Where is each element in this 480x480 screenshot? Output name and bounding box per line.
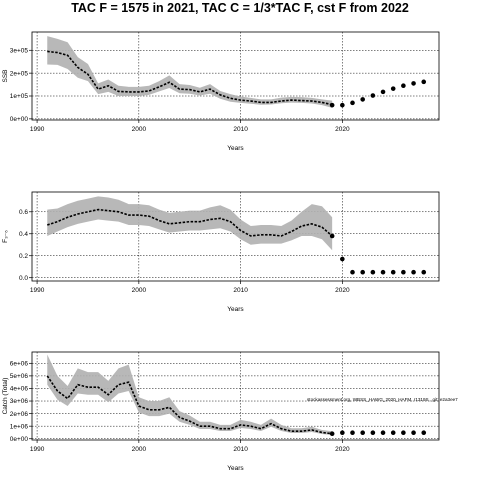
- fbar-y-tick-label: 0.6: [19, 209, 28, 216]
- ssb-x-tick-label: 2000: [132, 126, 147, 133]
- fbar-forecast-point: [421, 269, 427, 275]
- fbar-x-tick-label: 1990: [30, 287, 45, 294]
- catch-forecast-point: [401, 430, 406, 436]
- catch-x-tick-label: 2000: [132, 446, 147, 453]
- fbar-y-tick-label: 0.4: [19, 231, 28, 238]
- ssb-y-axis-label: SSB: [2, 69, 9, 82]
- catch-y-axis-label: Catch (Total): [2, 378, 9, 415]
- fbar-confidence-band: [47, 196, 333, 251]
- catch-y-tick-label: 1e+06: [10, 423, 29, 430]
- fbar-x-tick-label: 2000: [132, 287, 147, 294]
- catch-y-tick-label: 0e+00: [10, 436, 29, 443]
- ssb-forecast-point: [401, 83, 406, 89]
- catch-confidence-band: [47, 354, 333, 435]
- ssb-forecast-point: [350, 100, 355, 106]
- ssb-y-tick-label: 1e+05: [10, 93, 29, 100]
- fbar-estimate-line: [47, 208, 333, 237]
- ssb-confidence-band: [47, 36, 333, 108]
- catch-forecast-point: [340, 430, 345, 436]
- ssb-forecast-point: [411, 81, 416, 86]
- fbar-plot-frame: [31, 191, 440, 282]
- catch-plot-frame: [31, 351, 440, 441]
- fbar-forecast-point: [360, 269, 365, 275]
- catch-forecast-point: [411, 430, 416, 436]
- figure-title: TAC F = 1575 in 2021, TAC C = 1/3*TAC F,…: [71, 1, 409, 15]
- catch-x-tick-label: 1990: [30, 446, 45, 453]
- ssb-forecast-point: [340, 102, 345, 108]
- catch-x-tick-label: 2020: [335, 446, 350, 453]
- catch-x-axis-label: Years: [227, 465, 244, 472]
- ssb-plot-frame: [31, 31, 440, 121]
- ssb-forecast-point: [380, 89, 386, 95]
- catch-forecast-point: [370, 430, 376, 436]
- fbar-y-axis-label: F₃₋₆: [2, 230, 9, 243]
- catch-forecast-point: [390, 430, 396, 436]
- fbar-forecast-point: [329, 233, 335, 239]
- source-note: stockassessment.org, WBSS_HAWG_2020_HAFM…: [307, 397, 458, 402]
- catch-y-tick-label: 2e+06: [10, 411, 29, 418]
- fbar-forecast-point: [380, 269, 386, 275]
- fbar-y-tick-label: 0.0: [19, 275, 28, 282]
- catch-y-tick-label: 4e+06: [10, 386, 29, 393]
- catch-forecast-point: [329, 431, 335, 437]
- fbar-forecast-point: [401, 269, 406, 275]
- ssb-forecast-point: [390, 86, 396, 91]
- ssb-forecast-point: [370, 93, 376, 98]
- catch-forecast-point: [350, 430, 355, 436]
- ssb-x-tick-label: 2010: [233, 126, 248, 133]
- catch-panel: 1990 2000 2010 2020 0e+00 1e+06 2e+06 3e+06 4e+0…: [2, 351, 440, 472]
- ssb-x-axis-label: Years: [227, 145, 244, 152]
- fbar-x-tick-label: 2010: [233, 287, 248, 294]
- ssb-forecast-point: [360, 97, 365, 102]
- ssb-y-tick-label: 2e+05: [10, 70, 29, 77]
- ssb-estimate-line: [47, 50, 333, 106]
- fbar-panel: 1990 2000 2010 2020 0.0 0.2 0.4 0.6 Years F₃₋₆: [2, 191, 440, 313]
- ssb-y-tick-label: 0e+00: [10, 116, 29, 123]
- catch-x-tick-label: 2010: [233, 446, 248, 453]
- ssb-x-tick-label: 2020: [335, 126, 350, 133]
- catch-y-tick-label: 3e+06: [10, 398, 29, 405]
- fbar-forecast-point: [340, 256, 345, 262]
- catch-forecast-point: [360, 430, 365, 436]
- catch-forecast-point: [380, 430, 386, 436]
- fbar-y-tick-label: 0.2: [19, 253, 28, 260]
- catch-y-tick-label: 6e+06: [10, 361, 29, 368]
- catch-estimate-line: [46, 375, 333, 435]
- catch-forecast-point: [421, 430, 427, 436]
- fbar-x-tick-label: 2020: [335, 287, 350, 294]
- catch-y-tick-label: 5e+06: [10, 373, 29, 380]
- fbar-x-axis-label: Years: [227, 306, 244, 313]
- ssb-forecast-point: [421, 79, 427, 85]
- fbar-forecast-point: [370, 269, 376, 275]
- fbar-forecast-point: [350, 269, 355, 275]
- ssb-forecast-point: [329, 102, 335, 108]
- fbar-forecast-point: [411, 269, 416, 275]
- fbar-forecast-point: [390, 269, 396, 275]
- ssb-x-tick-label: 1990: [30, 126, 45, 133]
- ssb-y-tick-label: 3e+05: [10, 47, 29, 54]
- ssb-panel: 1990 2000 2010 2020 0e+00 1e+05 2e+05 3e+05 Year…: [2, 31, 440, 152]
